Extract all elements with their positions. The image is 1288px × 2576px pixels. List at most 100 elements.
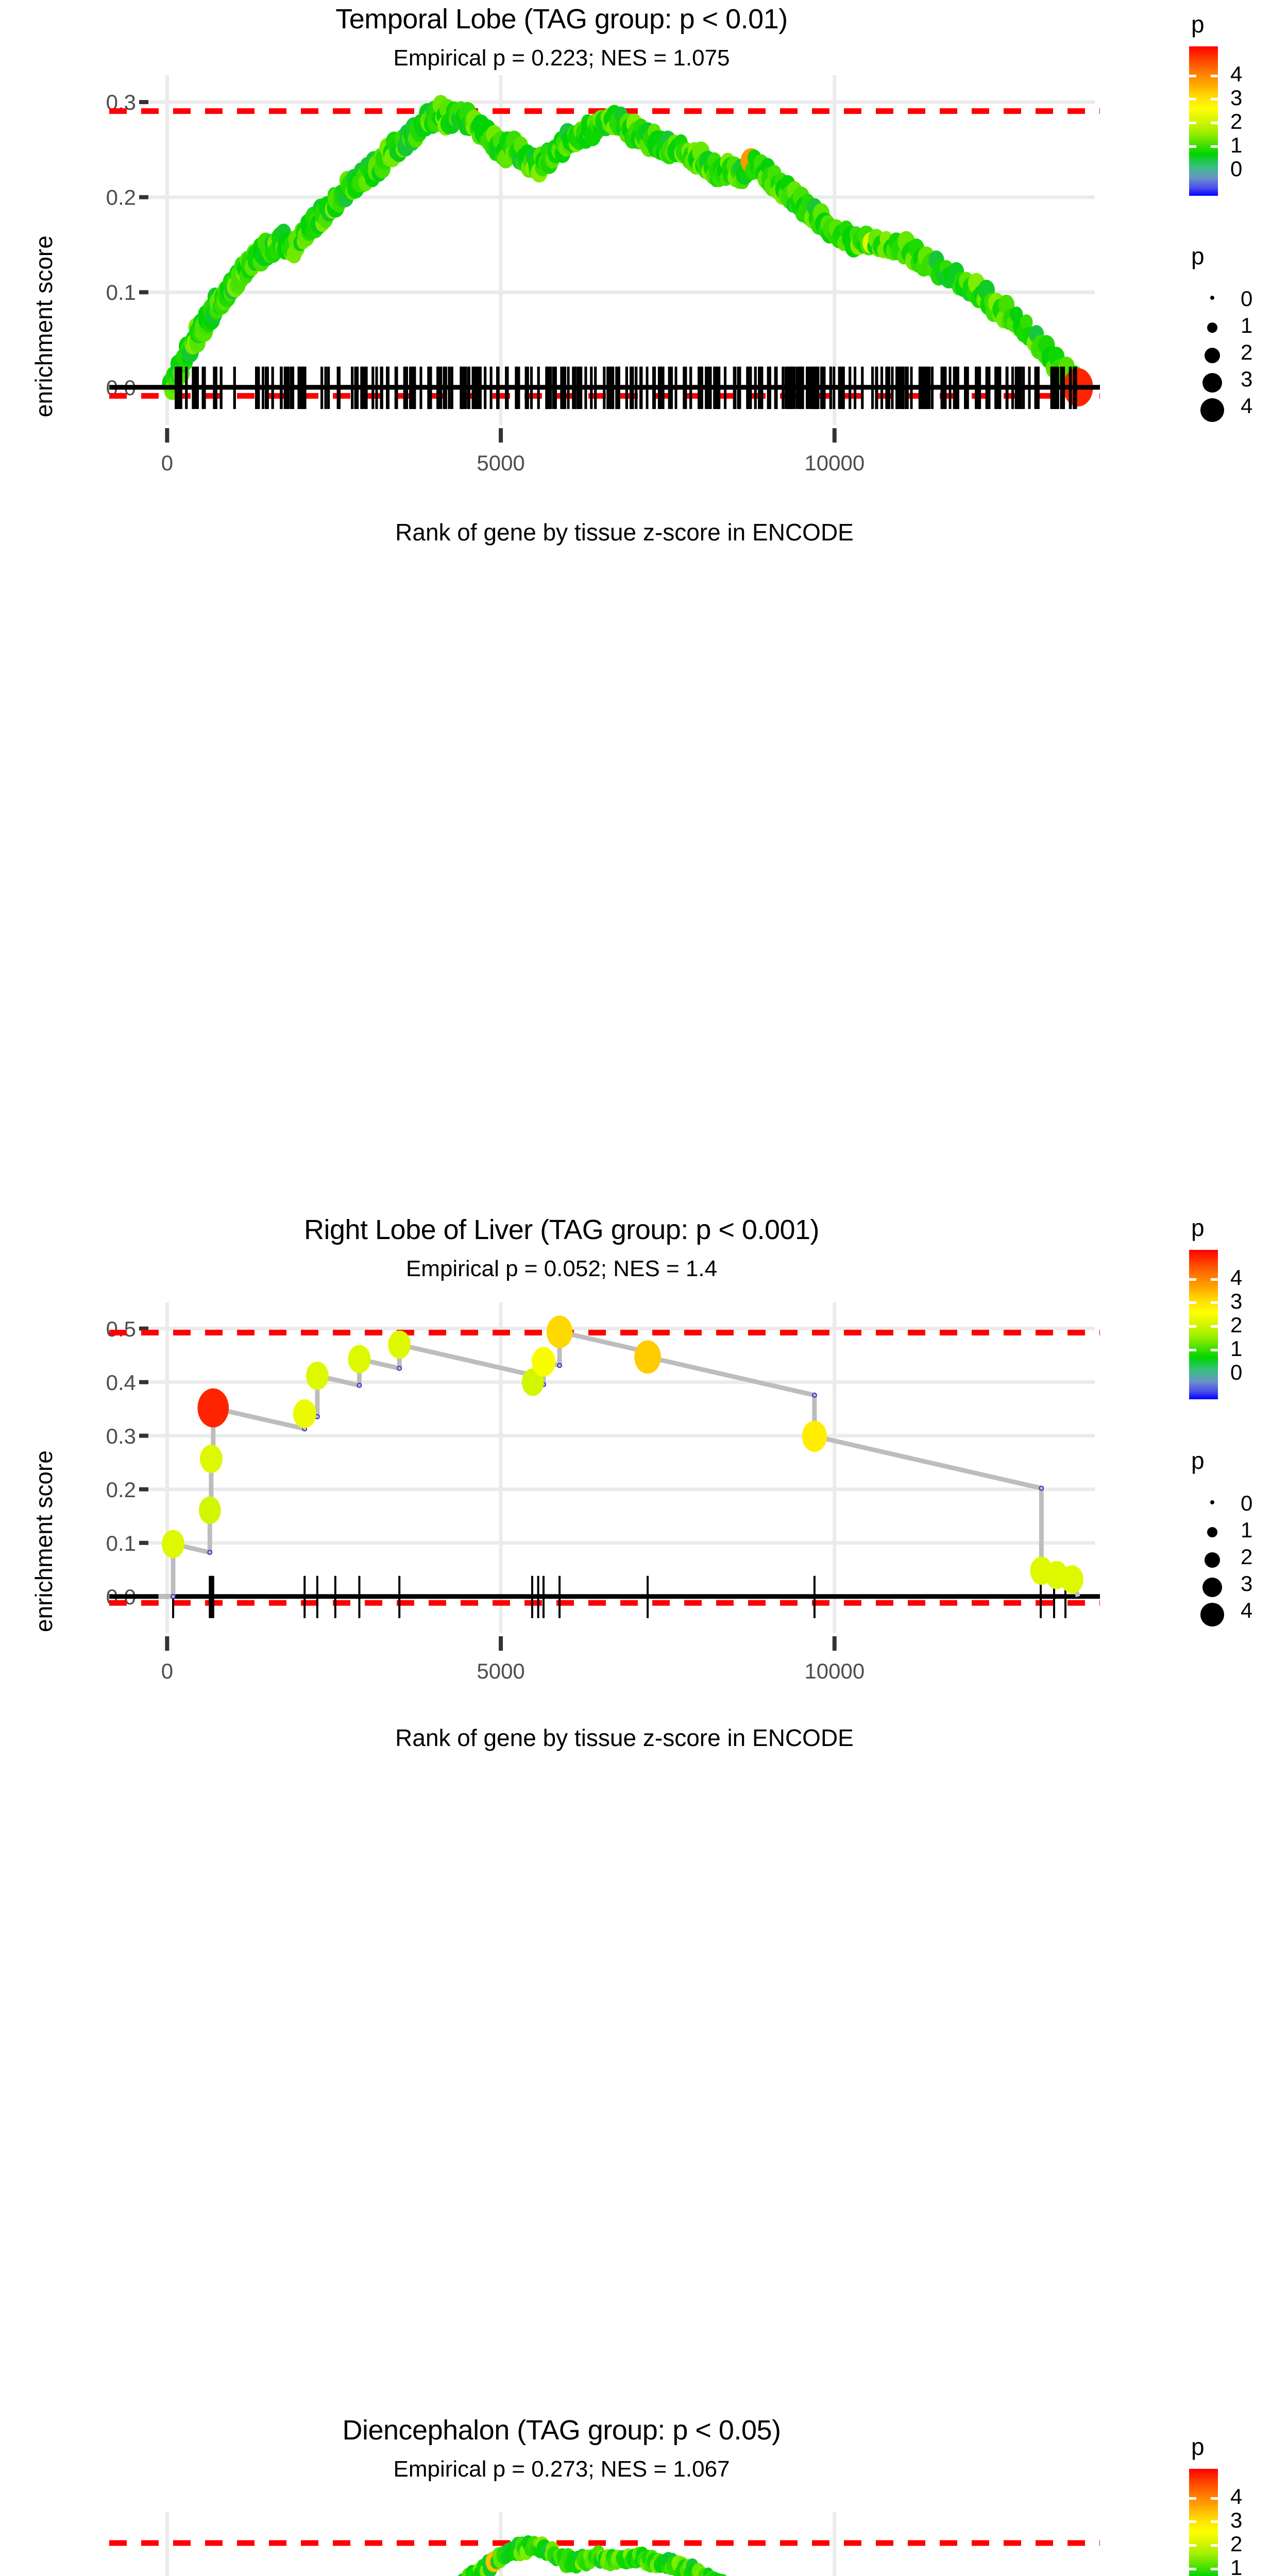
size-legend-label: 3 [1241, 1571, 1253, 1596]
colorbar-tick [1211, 122, 1218, 124]
colorbar-label: 3 [1230, 86, 1243, 110]
running-es-line [158, 1329, 1080, 1599]
size-legend-dot [1210, 296, 1214, 300]
plot-area: 0.3 0.2 0.1 0.0 0 5000 10000 [0, 72, 1159, 484]
colorbar-label: 1 [1230, 1336, 1243, 1361]
x-tick-label: 10000 [804, 1659, 865, 1683]
x-axis-label: Rank of gene by tissue z-score in ENCODE [395, 519, 854, 546]
colorbar-tick [1189, 1278, 1196, 1281]
colorbar-label: 3 [1230, 1289, 1243, 1313]
enrichment-point [162, 1530, 184, 1558]
colorbar-tick [1189, 2497, 1196, 2500]
enrichment-point [1061, 1565, 1083, 1594]
colorbar-tick [1211, 98, 1218, 100]
y-tick-label: 0.5 [106, 1317, 136, 1341]
colorbar-label: 1 [1230, 133, 1243, 157]
size-legend-dot [1205, 1552, 1220, 1568]
enrichment-point [1020, 314, 1033, 330]
enrichment-point [531, 1347, 556, 1377]
trough-marker [397, 1365, 402, 1371]
size-legend-label: 1 [1241, 1518, 1253, 1542]
colorbar-tick [1189, 1301, 1196, 1304]
size-legend-dot [1202, 373, 1222, 393]
size-legend-label: 3 [1241, 367, 1253, 391]
panel-title: Diencephalon (TAG group: p < 0.05) [342, 2415, 781, 2446]
trough-marker [171, 1594, 176, 1599]
colorbar-label: 3 [1230, 2508, 1243, 2532]
colorbar-label: 2 [1230, 109, 1243, 133]
size-legend-label: 4 [1241, 394, 1253, 418]
trough-marker [1039, 1485, 1044, 1491]
y-tick-label: 0.2 [106, 185, 136, 210]
x-axis-label: Rank of gene by tissue z-score in ENCODE [395, 1724, 854, 1751]
colorbar-tick [1211, 2568, 1218, 2570]
size-legend-title: p [1191, 1447, 1205, 1474]
y-tick-label: 0.3 [106, 1424, 136, 1448]
color-legend-title: p [1191, 1214, 1205, 1241]
panel-diencephalon: Diencephalon (TAG group: p < 0.05) Empir… [0, 2403, 1288, 2576]
y-tick-label: 0.1 [106, 1531, 136, 1555]
colorbar-tick [1211, 75, 1218, 77]
colorbar-label: 0 [1230, 157, 1243, 181]
panel-title: Temporal Lobe (TAG group: p < 0.01) [335, 4, 788, 35]
trough-marker [811, 1393, 817, 1398]
enrichment-point [199, 1445, 223, 1473]
colorbar-tick [1211, 1278, 1218, 1281]
colorbar-tick [1189, 1349, 1196, 1351]
size-legend-label: 0 [1241, 1491, 1253, 1515]
size-legend-label: 4 [1241, 1598, 1253, 1622]
y-tick-label: 0.4 [106, 1370, 136, 1395]
color-scale-bar [1189, 46, 1218, 196]
size-legend-label: 1 [1241, 313, 1253, 337]
colorbar-tick [1211, 1349, 1218, 1351]
colorbar-tick [1189, 2520, 1196, 2523]
panel-subtitle: Empirical p = 0.052; NES = 1.4 [405, 1256, 718, 1281]
panel-right-lobe-of-liver: Right Lobe of Liver (TAG group: p < 0.00… [0, 1201, 1288, 1802]
size-legend-dot [1200, 398, 1224, 422]
x-tick-label: 10000 [804, 451, 865, 475]
size-legend-label: 2 [1241, 340, 1253, 364]
enrichment-point [802, 1420, 827, 1452]
colorbar-tick [1211, 1301, 1218, 1304]
colorbar-label: 2 [1230, 1313, 1243, 1337]
enrichment-point [388, 1330, 411, 1359]
color-scale-bar [1189, 1250, 1218, 1399]
enrichment-point [348, 1345, 371, 1374]
panel-title: Right Lobe of Liver (TAG group: p < 0.00… [303, 1214, 820, 1245]
x-tick-label: 5000 [477, 451, 524, 475]
size-legend-dot [1207, 323, 1217, 333]
x-tick-label: 0 [161, 1659, 173, 1683]
enrichment-plot-svg: 0.30.20.10.00 5000 10000 [106, 75, 1100, 475]
panel-subtitle: Empirical p = 0.223; NES = 1.075 [393, 45, 730, 71]
colorbar-tick [1211, 2520, 1218, 2523]
enrichment-point [197, 1388, 229, 1428]
trough-marker [357, 1382, 362, 1388]
colorbar-label: 4 [1230, 62, 1243, 86]
colorbar-tick [1189, 2544, 1196, 2547]
colorbar-label: 4 [1230, 1265, 1243, 1290]
colorbar-tick [1189, 1325, 1196, 1328]
enrichment-point [293, 1399, 316, 1429]
panel-subtitle: Empirical p = 0.273; NES = 1.067 [393, 2456, 730, 2482]
enrichment-point [546, 1315, 573, 1348]
size-legend-title: p [1191, 243, 1205, 269]
size-legend-dot [1200, 1603, 1224, 1626]
color-legend-title: p [1191, 11, 1205, 38]
color-legend-title: p [1191, 2433, 1205, 2460]
x-tick-label: 5000 [477, 1659, 524, 1683]
colorbar-tick [1211, 2497, 1218, 2500]
size-legend-dot [1202, 1578, 1222, 1597]
y-tick-label: 0.2 [106, 1478, 136, 1502]
size-legend-dot [1207, 1527, 1217, 1537]
panel-temporal-lobe: Temporal Lobe (TAG group: p < 0.01) Empi… [0, 0, 1288, 601]
size-legend-label: 2 [1241, 1545, 1253, 1569]
x-tick-label: 0 [161, 451, 173, 475]
plot-area: 0.5 0.4 0.3 0.2 0.1 0.0 0 5000 10000 [0, 1289, 1159, 1696]
size-legend-dot [1210, 1500, 1214, 1504]
colorbar-tick [1189, 2568, 1196, 2570]
colorbar-label: 1 [1230, 2555, 1243, 2576]
colorbar-tick [1211, 2544, 1218, 2547]
